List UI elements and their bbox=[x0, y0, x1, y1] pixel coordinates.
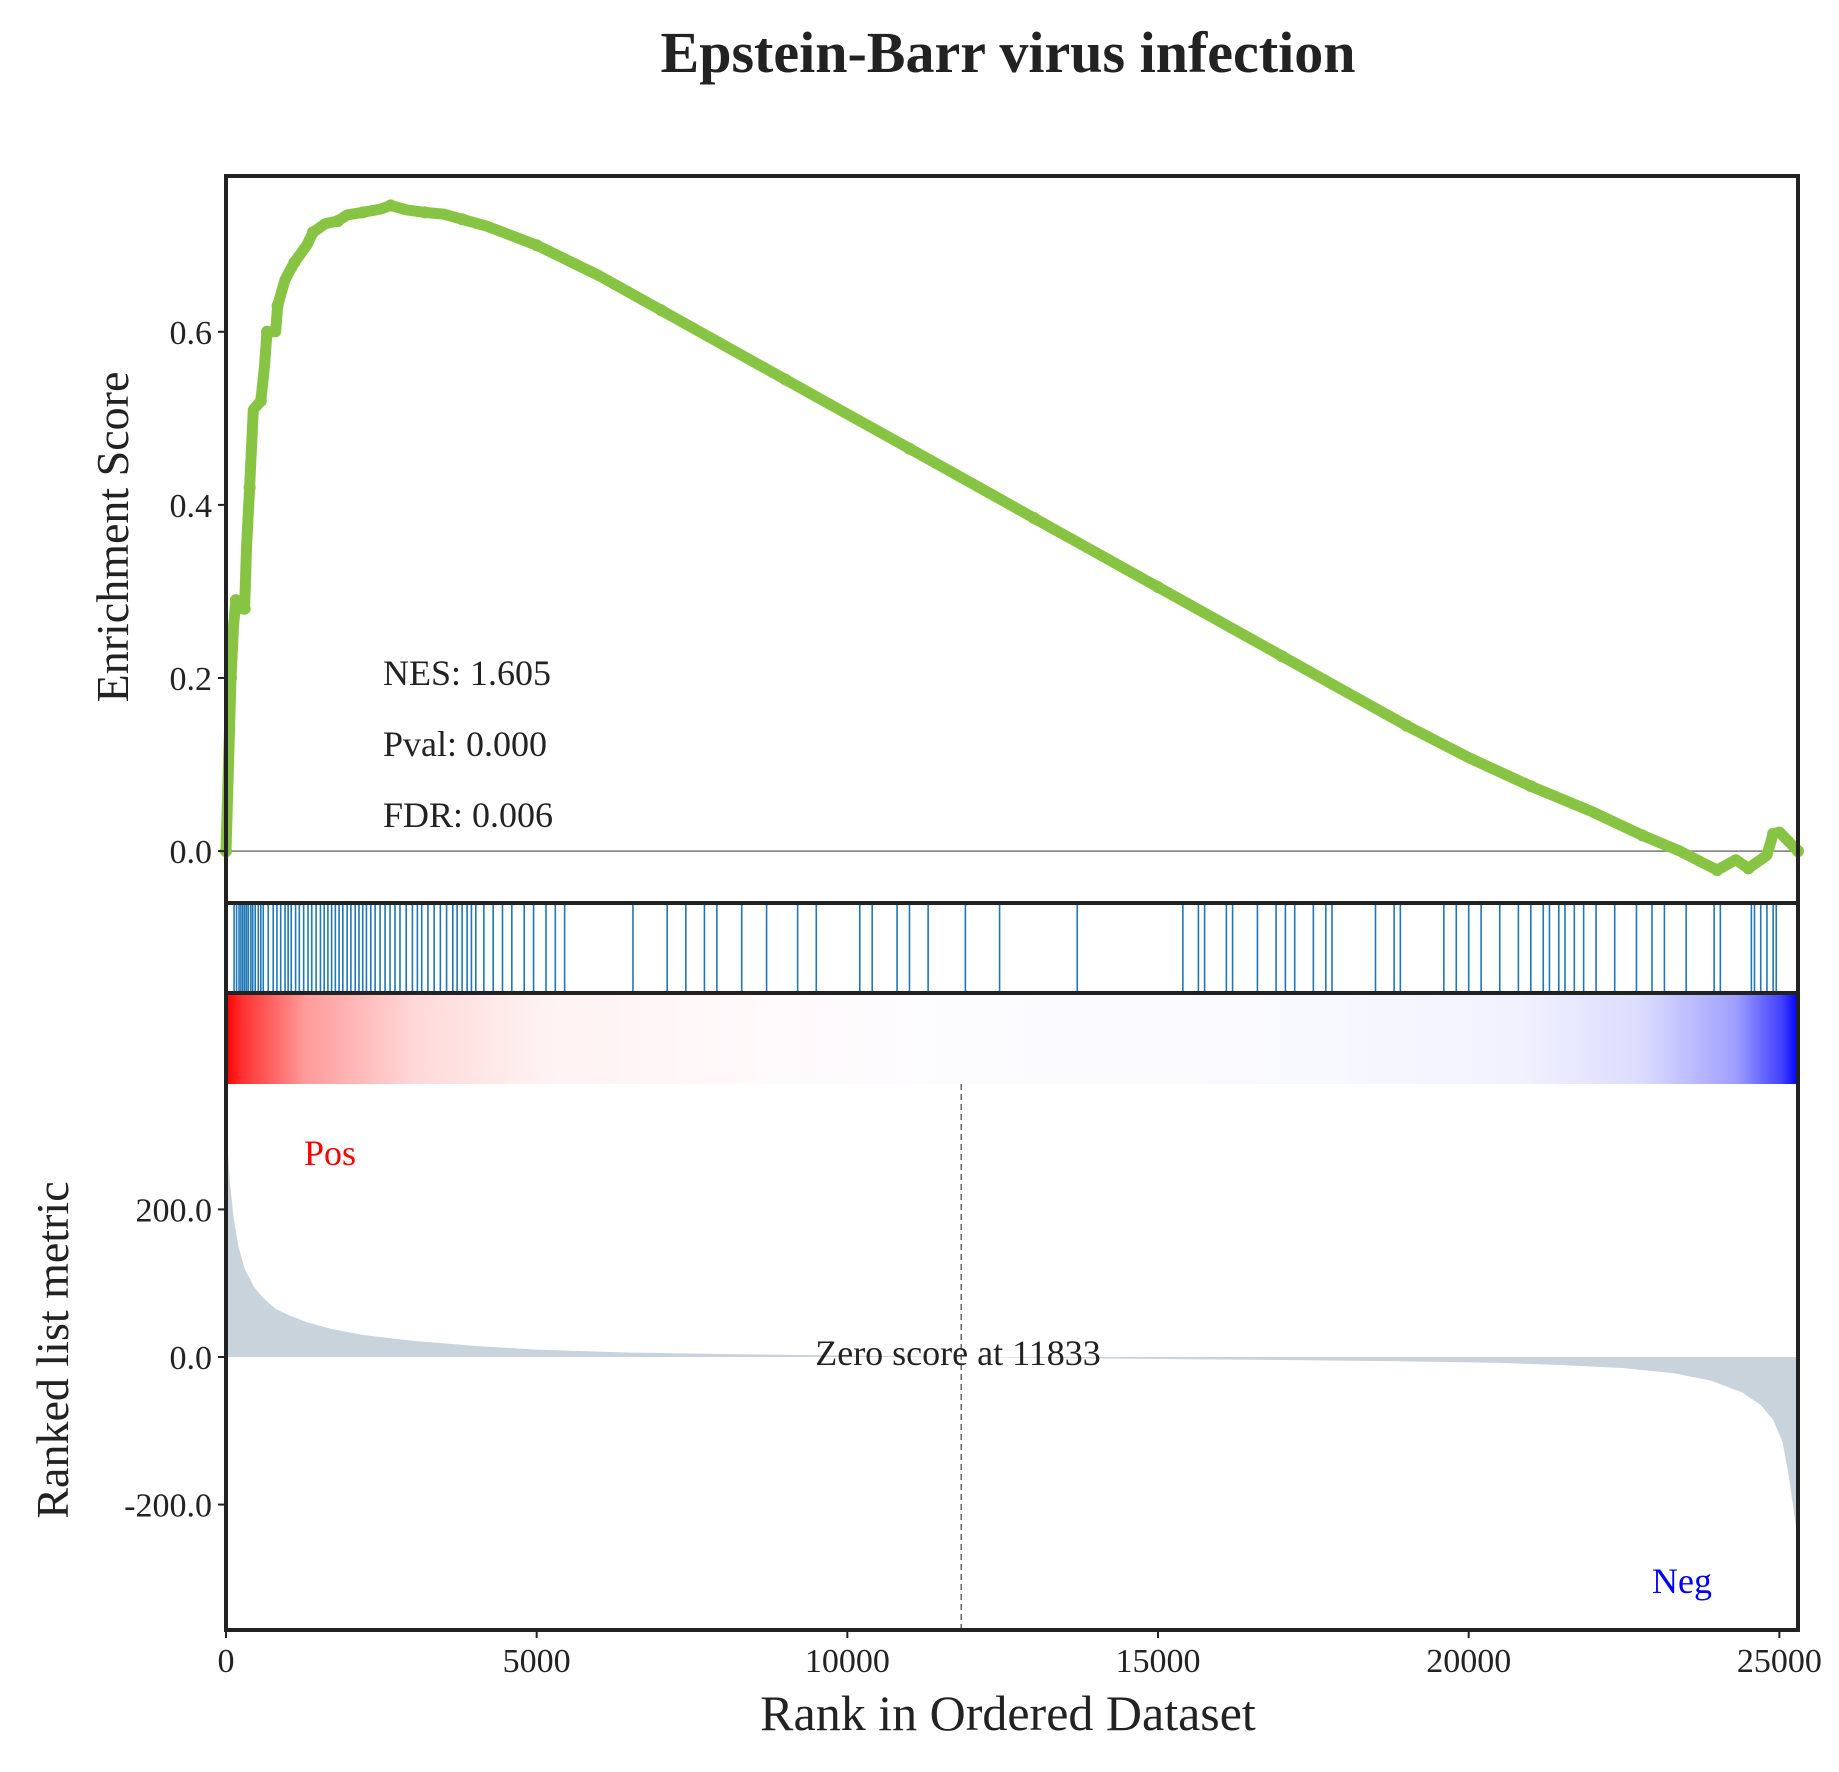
neg-label: Neg bbox=[1652, 1561, 1712, 1601]
es-axis-label: Enrichment Score bbox=[87, 372, 138, 703]
es-point bbox=[654, 304, 667, 317]
enrichment-score-panel: 0.0 0.2 0.4 0.6 NES: 1.605 Pval: 0.000 FDR: 0.… bbox=[170, 176, 1804, 903]
x-tick-label: 25000 bbox=[1737, 1643, 1822, 1680]
es-y-tick-label: 0.0 bbox=[170, 834, 213, 871]
es-y-tick-label: 0.2 bbox=[170, 661, 213, 698]
es-point bbox=[261, 325, 274, 338]
es-point bbox=[229, 594, 242, 607]
x-tick-label: 15000 bbox=[1116, 1643, 1201, 1680]
metric-y-tick-label: 200.0 bbox=[136, 1192, 213, 1229]
es-stat-label: Pval: 0.000 bbox=[383, 724, 547, 764]
es-point bbox=[1276, 650, 1289, 663]
es-point bbox=[1742, 862, 1755, 875]
es-point bbox=[1524, 780, 1537, 793]
metric-y-tick-label: -200.0 bbox=[124, 1488, 212, 1525]
rank-heatmap bbox=[226, 993, 1798, 1084]
hit-plot-area bbox=[226, 903, 1798, 993]
zero-score-label: Zero score at 11833 bbox=[815, 1333, 1101, 1373]
pos-label: Pos bbox=[304, 1133, 356, 1173]
es-stat-label: NES: 1.605 bbox=[383, 653, 551, 693]
es-y-tick-label: 0.6 bbox=[170, 315, 213, 352]
es-point bbox=[903, 442, 916, 455]
x-axis: 0 5000 10000 15000 20000 25000 bbox=[218, 174, 1822, 1680]
x-tick-label: 10000 bbox=[805, 1643, 890, 1680]
es-point bbox=[779, 373, 792, 386]
es-point bbox=[1636, 829, 1649, 842]
es-point bbox=[530, 239, 543, 252]
es-stat-label: FDR: 0.006 bbox=[383, 795, 553, 835]
es-point bbox=[456, 213, 469, 226]
es-point bbox=[356, 206, 369, 219]
es-point bbox=[1767, 827, 1780, 840]
x-axis-label: Rank in Ordered Dataset bbox=[760, 1685, 1256, 1741]
ranked-metric-panel: 200.0 0.0 -200.0 Zero score at 11833 Pos Neg bbox=[124, 1084, 1798, 1630]
metric-area bbox=[226, 1113, 1798, 1542]
x-tick-label: 5000 bbox=[503, 1643, 571, 1680]
es-point bbox=[1711, 864, 1724, 877]
es-point bbox=[288, 256, 301, 269]
rank-heatmap-panel bbox=[226, 993, 1798, 1084]
x-tick-label: 0 bbox=[218, 1643, 235, 1680]
es-point bbox=[384, 199, 397, 212]
gene-hit-panel bbox=[226, 903, 1798, 993]
x-tick-label: 20000 bbox=[1426, 1643, 1511, 1680]
es-point bbox=[418, 206, 431, 219]
es-plot-area bbox=[226, 176, 1798, 903]
es-point bbox=[271, 299, 284, 312]
es-point bbox=[331, 215, 344, 228]
es-point bbox=[243, 481, 256, 494]
es-point bbox=[1027, 511, 1040, 524]
es-point bbox=[1400, 719, 1413, 732]
metric-axis-label: Ranked list metric bbox=[27, 1181, 78, 1518]
es-point bbox=[254, 395, 267, 408]
es-y-tick-label: 0.4 bbox=[170, 488, 213, 525]
es-point bbox=[306, 226, 319, 239]
chart-title: Epstein-Barr virus infection bbox=[661, 20, 1356, 85]
es-point bbox=[1152, 581, 1165, 594]
metric-y-tick-label: 0.0 bbox=[170, 1340, 213, 1377]
es-point bbox=[238, 602, 251, 615]
